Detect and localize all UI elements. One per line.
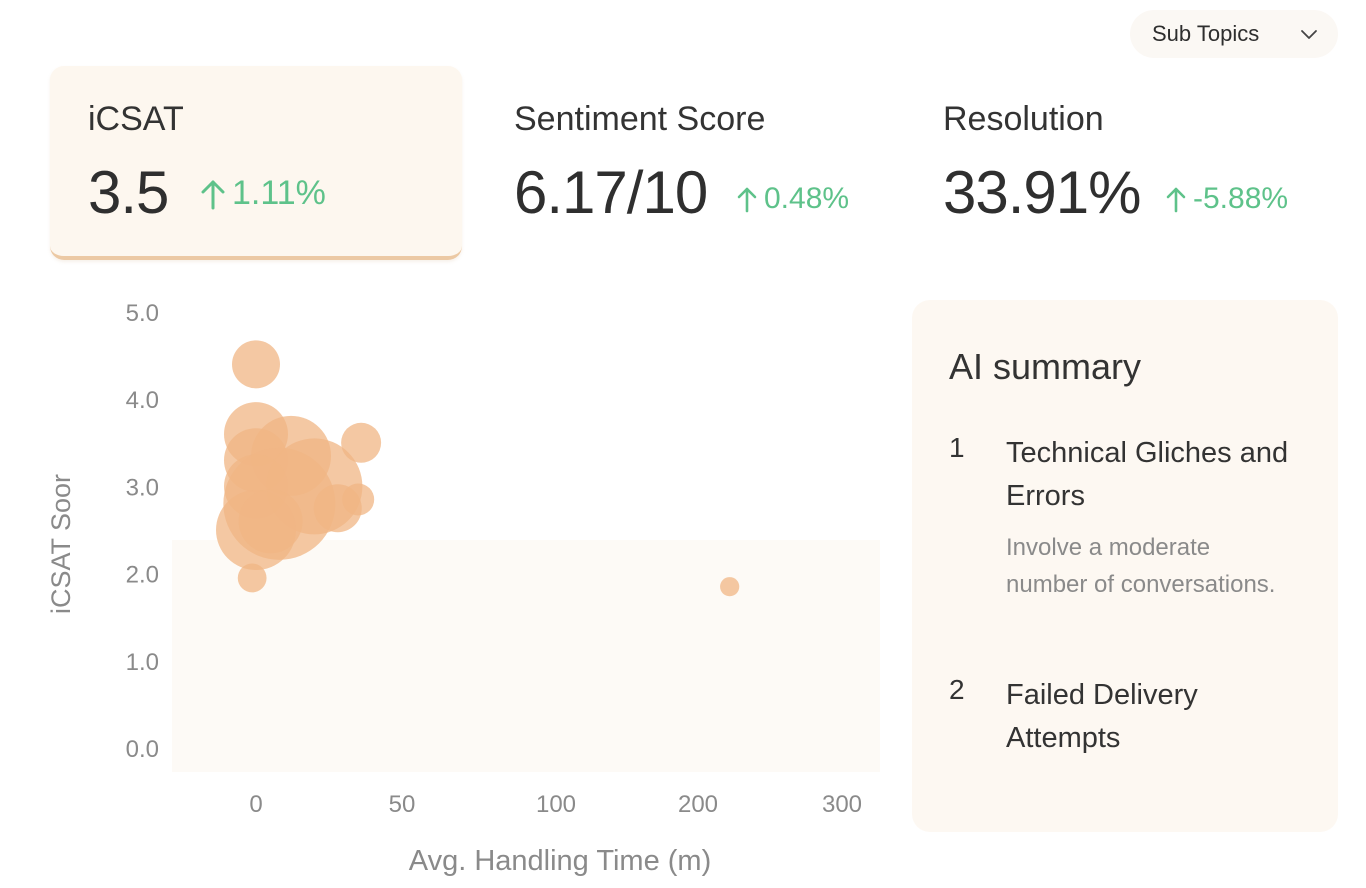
scatter-point[interactable] bbox=[237, 563, 267, 593]
kpi-card-sentiment-score[interactable]: Sentiment Score 6.17/10 0.48% bbox=[514, 66, 894, 260]
y-tick-label: 4.0 bbox=[126, 387, 159, 414]
x-tick-label: 50 bbox=[389, 791, 416, 818]
scatter-point[interactable] bbox=[232, 340, 280, 389]
y-tick-label: 1.0 bbox=[126, 649, 159, 676]
scatter-point[interactable] bbox=[238, 489, 303, 554]
ai-summary-panel: AI summary 1 Technical Gliches and Error… bbox=[912, 300, 1338, 832]
kpi-delta: 1.11% bbox=[200, 174, 326, 213]
kpi-delta: 0.48% bbox=[736, 182, 849, 216]
y-axis-label: iCSAT Soor bbox=[46, 474, 76, 614]
y-tick-label: 2.0 bbox=[126, 562, 159, 589]
kpi-delta-value: 1.11% bbox=[232, 174, 326, 212]
kpi-card-resolution[interactable]: Resolution 33.91% -5.88% bbox=[943, 66, 1323, 260]
chevron-down-icon bbox=[1301, 30, 1317, 39]
x-axis-label: Avg. Handling Time (m) bbox=[409, 845, 711, 877]
kpi-value: 6.17/10 bbox=[514, 159, 708, 226]
kpi-delta: -5.88% bbox=[1165, 182, 1288, 216]
kpi-label: Resolution bbox=[943, 100, 1104, 138]
y-tick-label: 3.0 bbox=[126, 474, 159, 501]
scatter-chart: 0.0 1.0 2.0 3.0 4.0 5.0 0 50 100 200 300 Avg. Han… bbox=[46, 300, 880, 877]
arrow-up-icon bbox=[1166, 187, 1186, 213]
summary-item-number: 1 bbox=[949, 432, 965, 463]
summary-item-title: Technical Gliches and Errors bbox=[1006, 437, 1289, 512]
kpi-label: iCSAT bbox=[88, 100, 184, 138]
x-tick-label: 100 bbox=[536, 791, 576, 818]
x-tick-label: 300 bbox=[822, 791, 862, 818]
kpi-card-icsat[interactable]: iCSAT 3.5 1.11% bbox=[50, 66, 462, 260]
x-tick-label: 200 bbox=[678, 791, 718, 818]
kpi-value: 33.91% bbox=[943, 159, 1141, 226]
kpi-delta-value: -5.88% bbox=[1193, 182, 1289, 215]
sub-topics-dropdown[interactable]: Sub Topics bbox=[1130, 10, 1338, 58]
kpi-value: 3.5 bbox=[88, 159, 169, 226]
y-tick-label: 0.0 bbox=[126, 736, 159, 763]
arrow-up-icon bbox=[201, 180, 225, 209]
summary-title: AI summary bbox=[949, 346, 1142, 387]
arrow-up-icon bbox=[737, 187, 757, 213]
dropdown-label: Sub Topics bbox=[1152, 21, 1260, 46]
y-tick-label: 5.0 bbox=[126, 300, 159, 327]
plot-area-band bbox=[172, 540, 880, 772]
summary-item-description: Involve a moderate number of conversatio… bbox=[1006, 534, 1276, 598]
scatter-point[interactable] bbox=[342, 483, 375, 516]
summary-item-number: 2 bbox=[949, 674, 965, 705]
summary-item-title: Failed Delivery Attempts bbox=[1006, 679, 1198, 754]
x-tick-label: 0 bbox=[249, 791, 262, 818]
scatter-point[interactable] bbox=[720, 577, 740, 597]
kpi-delta-value: 0.48% bbox=[764, 182, 850, 215]
scatter-point[interactable] bbox=[341, 422, 382, 463]
kpi-label: Sentiment Score bbox=[514, 100, 766, 138]
